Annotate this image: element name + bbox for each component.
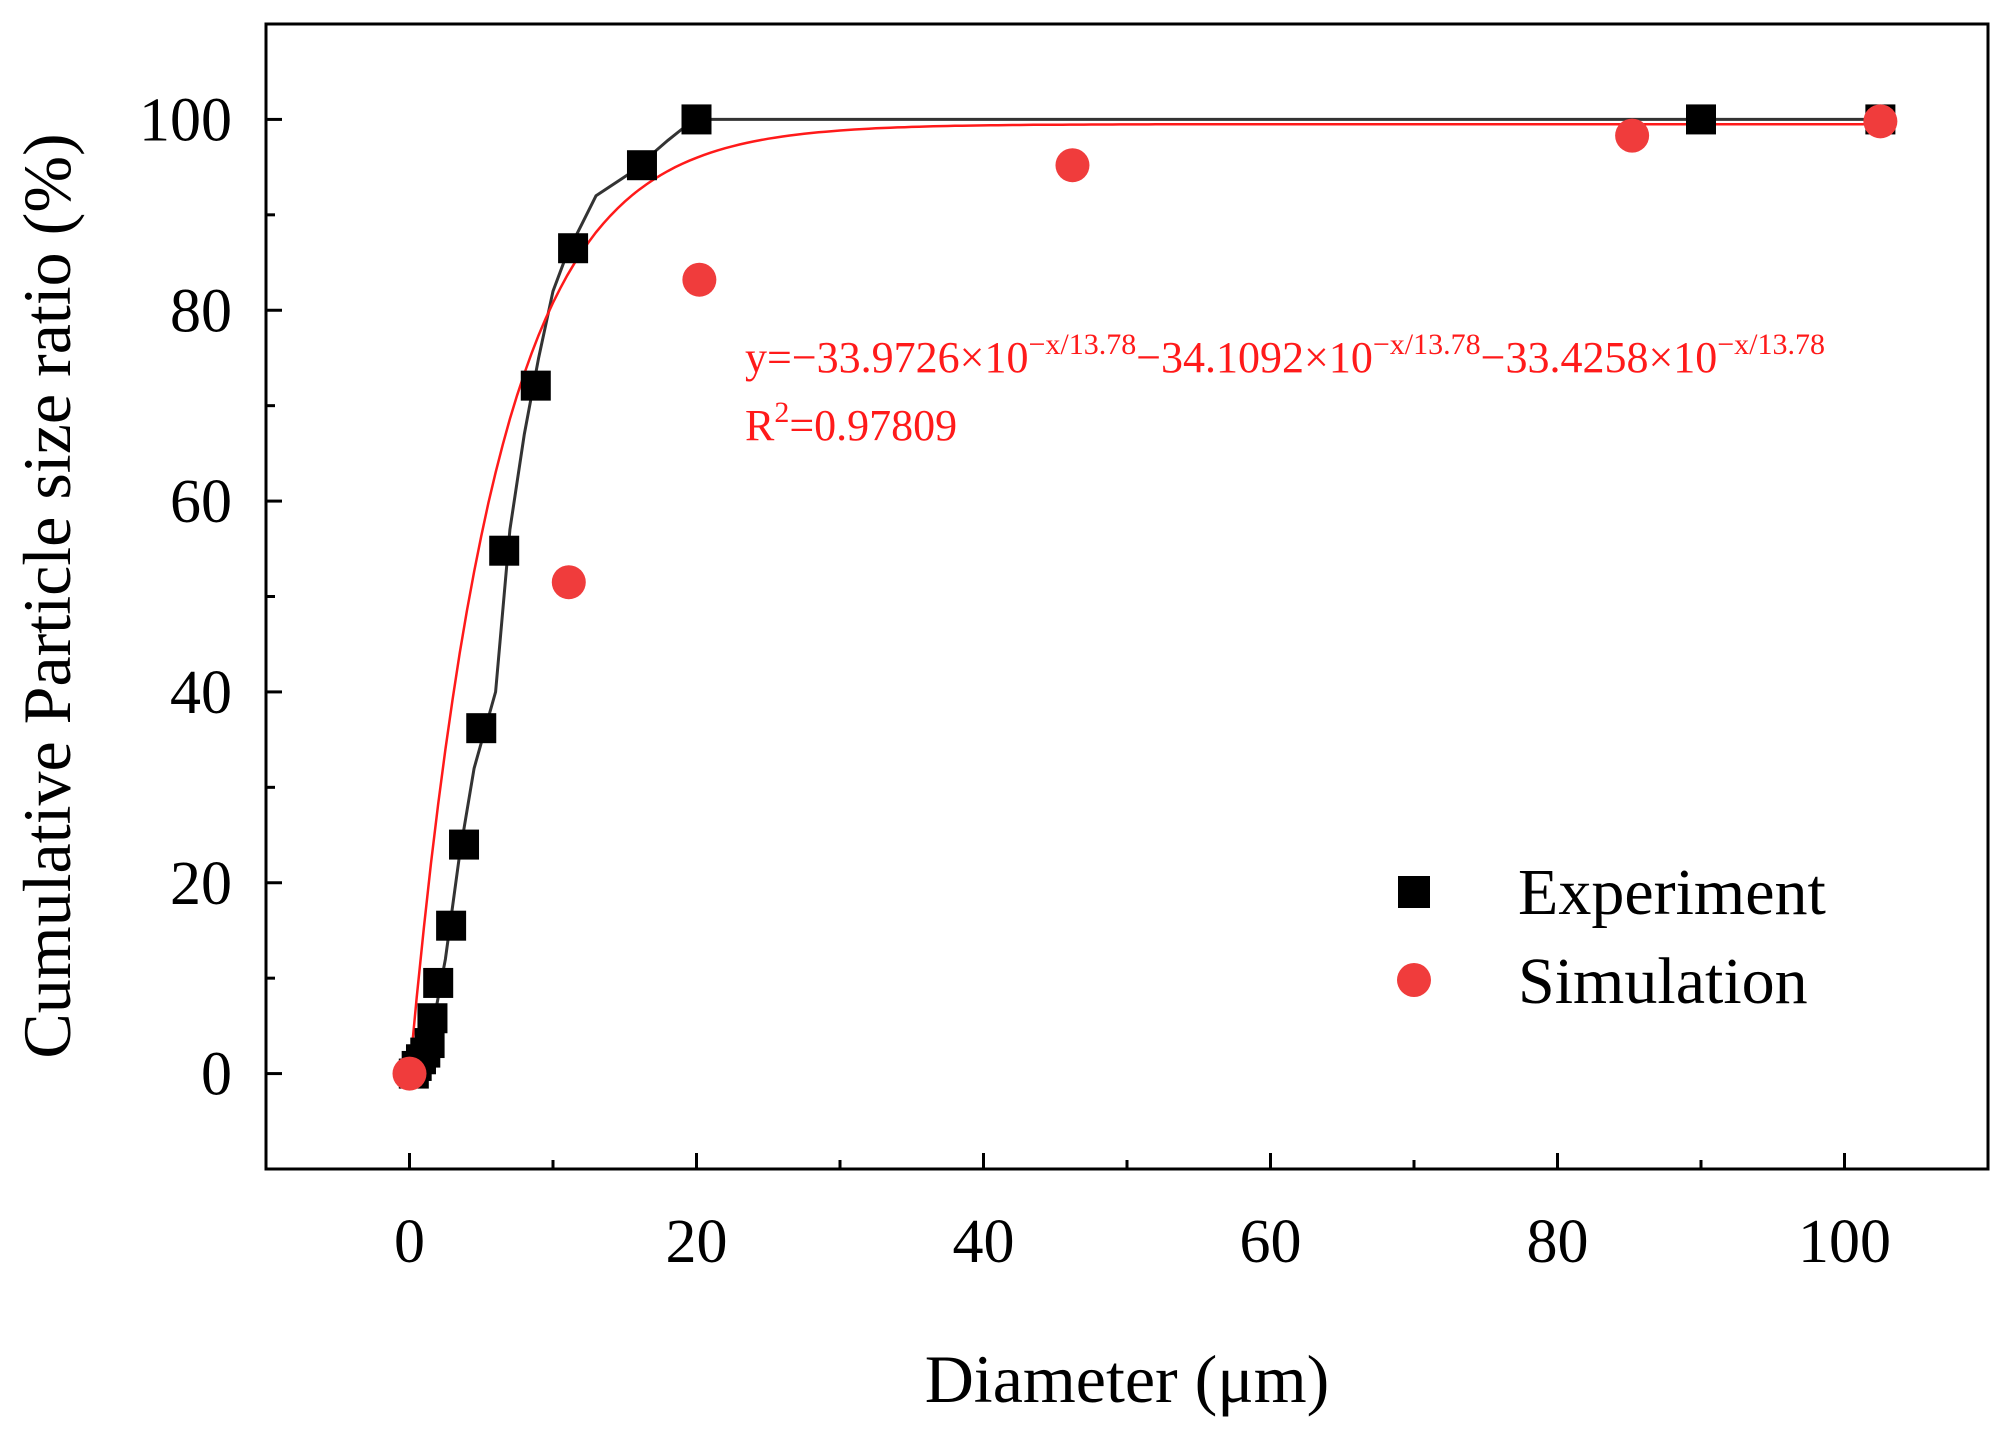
x-tick-label: 0 — [394, 1208, 425, 1276]
x-tick-label: 20 — [666, 1208, 728, 1276]
simulation-point — [1055, 148, 1090, 183]
equation-term-2: −34.1092×10 — [1136, 333, 1373, 382]
x-axis-title: Diameter (μm) — [925, 1341, 1330, 1417]
simulation-point — [682, 262, 717, 297]
simulation-fit-line — [408, 122, 1881, 1074]
equation-exponent-3: −x/13.78 — [1717, 328, 1825, 361]
equation-exponent-2: −x/13.78 — [1373, 328, 1481, 361]
experiment-point — [558, 233, 589, 264]
y-tick-label: 0 — [201, 1041, 232, 1109]
experiment-point — [417, 1003, 448, 1034]
legend-label-simulation: Simulation — [1518, 945, 1808, 1018]
svg-text:y=−33.9726×10−x/13.78−34.1092×: y=−33.9726×10−x/13.78−34.1092×10−x/13.78… — [745, 328, 1825, 382]
x-tick-label: 80 — [1527, 1208, 1589, 1276]
x-tick-label: 40 — [953, 1208, 1015, 1276]
y-tick-label: 40 — [170, 659, 232, 727]
r2-superscript: 2 — [774, 396, 789, 429]
legend: Experiment Simulation — [1397, 856, 1826, 1018]
y-tick-label: 60 — [170, 468, 232, 536]
x-axis-tick-labels: 0 20 40 60 80 100 — [394, 1208, 1891, 1276]
simulation-point — [551, 565, 586, 600]
simulation-point — [1863, 104, 1898, 139]
r2-label: R — [745, 401, 775, 450]
simulation-point — [392, 1056, 427, 1091]
equation-term-3: −33.4258×10 — [1481, 333, 1718, 382]
y-tick-label: 80 — [170, 277, 232, 345]
y-tick-label: 20 — [170, 850, 232, 918]
x-tick-label: 100 — [1798, 1208, 1891, 1276]
experiment-point — [520, 370, 551, 401]
x-axis-ticks — [408, 1153, 1846, 1169]
experiment-point — [423, 967, 454, 998]
legend-label-experiment: Experiment — [1518, 856, 1826, 929]
fit-lines — [408, 117, 1881, 1075]
experiment-fit-line — [412, 117, 1881, 1075]
data-markers — [392, 104, 1898, 1091]
r2-value: =0.97809 — [789, 401, 957, 450]
y-axis-tick-labels: 0 20 40 60 80 100 — [139, 86, 232, 1108]
y-axis-ticks — [266, 117, 282, 1076]
x-tick-label: 60 — [1240, 1208, 1302, 1276]
legend-marker-simulation — [1397, 963, 1431, 997]
experiment-point — [489, 535, 520, 566]
experiment-point — [436, 910, 467, 941]
legend-marker-experiment — [1398, 876, 1430, 908]
y-tick-label: 100 — [139, 86, 232, 154]
simulation-point — [1615, 118, 1650, 153]
equation-term-1: y=−33.9726×10 — [745, 333, 1028, 382]
experiment-point — [449, 829, 480, 860]
equation-exponent-1: −x/13.78 — [1028, 328, 1136, 361]
fit-equation: y=−33.9726×10−x/13.78−34.1092×10−x/13.78… — [745, 328, 1825, 450]
y-axis-title: Cumulative Particle size ratio (%) — [9, 133, 85, 1058]
experiment-point — [626, 150, 657, 181]
svg-text:R2=0.97809: R2=0.97809 — [745, 396, 957, 450]
experiment-point — [466, 713, 497, 744]
experiment-point — [1686, 104, 1716, 135]
experiment-point — [681, 104, 712, 135]
